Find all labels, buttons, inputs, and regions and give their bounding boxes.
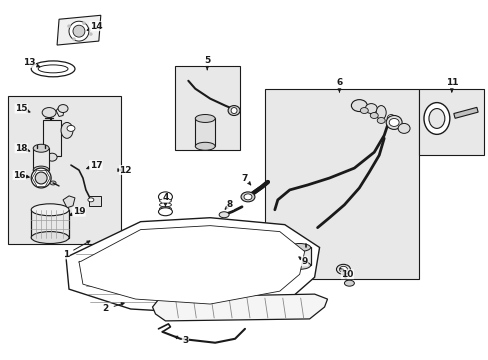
Ellipse shape: [428, 109, 444, 129]
Ellipse shape: [35, 172, 47, 184]
Bar: [288, 247, 310, 265]
Ellipse shape: [423, 103, 449, 134]
Ellipse shape: [31, 204, 69, 216]
Polygon shape: [63, 196, 75, 208]
Polygon shape: [57, 15, 101, 45]
Ellipse shape: [88, 198, 94, 202]
Text: 18: 18: [15, 144, 27, 153]
Ellipse shape: [195, 142, 215, 150]
Ellipse shape: [212, 233, 247, 256]
Bar: [264, 89, 418, 279]
Text: 17: 17: [89, 161, 102, 170]
Ellipse shape: [375, 105, 386, 120]
Polygon shape: [79, 226, 304, 304]
Ellipse shape: [219, 212, 228, 218]
Ellipse shape: [288, 243, 310, 251]
Ellipse shape: [159, 203, 171, 207]
Ellipse shape: [67, 125, 75, 131]
Text: 15: 15: [15, 104, 27, 113]
Polygon shape: [66, 218, 319, 314]
Text: 5: 5: [203, 57, 210, 66]
Ellipse shape: [31, 231, 69, 243]
Polygon shape: [56, 108, 64, 117]
Ellipse shape: [69, 21, 89, 41]
Bar: [43, 121, 61, 156]
Ellipse shape: [351, 100, 366, 112]
Text: 11: 11: [445, 78, 457, 87]
Ellipse shape: [58, 105, 68, 113]
Bar: [195, 118, 215, 146]
Circle shape: [82, 22, 85, 25]
Ellipse shape: [360, 108, 367, 113]
Ellipse shape: [386, 114, 394, 122]
Bar: [175, 66, 240, 150]
Bar: [89, 196, 101, 206]
Text: 9: 9: [301, 257, 307, 266]
Circle shape: [89, 33, 92, 36]
Circle shape: [72, 37, 75, 41]
Ellipse shape: [158, 192, 172, 202]
Bar: [453, 107, 477, 118]
Ellipse shape: [33, 166, 49, 174]
Text: 19: 19: [73, 207, 85, 216]
Ellipse shape: [244, 194, 251, 200]
Ellipse shape: [33, 144, 49, 152]
Ellipse shape: [50, 181, 56, 185]
Bar: [31, 210, 69, 238]
Text: 12: 12: [119, 166, 132, 175]
Ellipse shape: [388, 118, 398, 126]
Ellipse shape: [386, 116, 401, 129]
Ellipse shape: [158, 208, 172, 216]
Text: 7: 7: [241, 174, 248, 183]
Ellipse shape: [344, 280, 354, 286]
Ellipse shape: [42, 108, 56, 117]
Ellipse shape: [203, 253, 226, 269]
Ellipse shape: [47, 153, 57, 161]
Ellipse shape: [339, 266, 346, 272]
Ellipse shape: [336, 264, 350, 274]
Text: 14: 14: [89, 22, 102, 31]
Ellipse shape: [288, 261, 310, 269]
Ellipse shape: [38, 65, 68, 73]
Text: 4: 4: [162, 193, 168, 202]
Text: 10: 10: [341, 270, 353, 279]
Ellipse shape: [159, 199, 171, 203]
Circle shape: [67, 25, 70, 28]
Ellipse shape: [195, 114, 215, 122]
Ellipse shape: [369, 113, 377, 118]
Text: 16: 16: [13, 171, 25, 180]
Ellipse shape: [31, 168, 51, 188]
Bar: [8, 96, 121, 244]
Ellipse shape: [245, 247, 273, 267]
Ellipse shape: [159, 207, 171, 211]
Ellipse shape: [31, 61, 75, 77]
Bar: [418, 89, 483, 155]
Bar: [33, 148, 49, 170]
Text: 8: 8: [226, 200, 233, 209]
Ellipse shape: [397, 123, 409, 133]
Ellipse shape: [227, 105, 240, 116]
Ellipse shape: [376, 117, 385, 123]
Ellipse shape: [231, 108, 237, 113]
Ellipse shape: [73, 25, 85, 37]
Text: 1: 1: [63, 250, 69, 259]
Text: 2: 2: [102, 305, 109, 314]
Ellipse shape: [224, 260, 255, 282]
Text: 6: 6: [336, 78, 342, 87]
Ellipse shape: [61, 122, 73, 138]
Text: 13: 13: [23, 58, 36, 67]
Text: 3: 3: [182, 336, 188, 345]
Ellipse shape: [241, 192, 254, 202]
Ellipse shape: [365, 104, 376, 113]
Polygon shape: [152, 294, 327, 321]
